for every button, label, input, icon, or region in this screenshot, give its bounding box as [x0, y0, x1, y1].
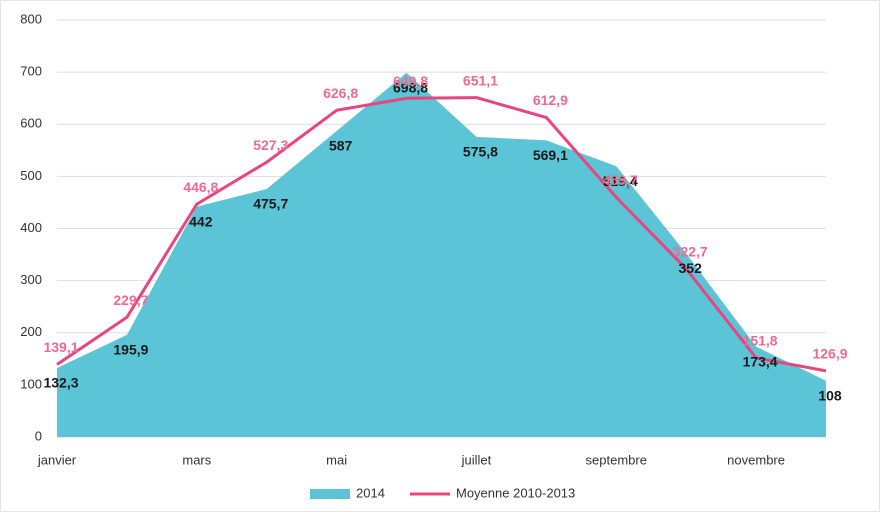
value-label: 651,1 [463, 72, 498, 88]
value-label: 195,9 [113, 342, 148, 358]
value-label: 108 [818, 387, 842, 403]
value-label: 446,8 [183, 179, 218, 195]
value-label: 475,7 [253, 196, 288, 212]
x-tick-label: juillet [461, 452, 492, 467]
value-label: 519,4 [603, 173, 638, 189]
value-label: 442 [189, 213, 213, 229]
value-label: 229,7 [113, 292, 148, 308]
x-tick-label: mars [182, 452, 211, 467]
value-label: 649,8 [393, 73, 428, 89]
y-tick-label: 500 [20, 168, 42, 183]
x-tick-label: novembre [727, 452, 785, 467]
value-label: 132,3 [43, 375, 78, 391]
legend-label: 2014 [356, 485, 385, 500]
value-label: 151,8 [743, 333, 778, 349]
value-label: 569,1 [533, 147, 568, 163]
value-label: 612,9 [533, 92, 568, 108]
y-tick-label: 800 [20, 11, 42, 26]
value-label: 527,3 [253, 137, 288, 153]
y-tick-label: 300 [20, 272, 42, 287]
x-tick-label: mai [326, 452, 347, 467]
value-label: 626,8 [323, 85, 358, 101]
y-tick-label: 700 [20, 64, 42, 79]
area [57, 72, 826, 438]
legend-swatch [310, 489, 350, 499]
value-label: 587 [329, 138, 353, 154]
legend-label: Moyenne 2010-2013 [456, 485, 575, 500]
y-tick-label: 200 [20, 324, 42, 339]
y-tick-label: 400 [20, 220, 42, 235]
value-label: 322,7 [673, 243, 708, 259]
y-tick-label: 600 [20, 116, 42, 131]
value-label: 173,4 [743, 353, 778, 369]
value-label: 698,8 [393, 79, 428, 95]
value-label: 139,1 [43, 339, 78, 355]
value-label: 459,7 [603, 172, 638, 188]
y-tick-label: 0 [35, 428, 42, 443]
x-tick-label: janvier [37, 452, 77, 467]
y-tick-label: 100 [20, 376, 42, 391]
x-tick-label: septembre [586, 452, 647, 467]
value-label: 575,8 [463, 144, 498, 160]
value-label: 126,9 [812, 346, 847, 362]
line [56, 96, 827, 373]
value-label: 352 [679, 260, 703, 276]
